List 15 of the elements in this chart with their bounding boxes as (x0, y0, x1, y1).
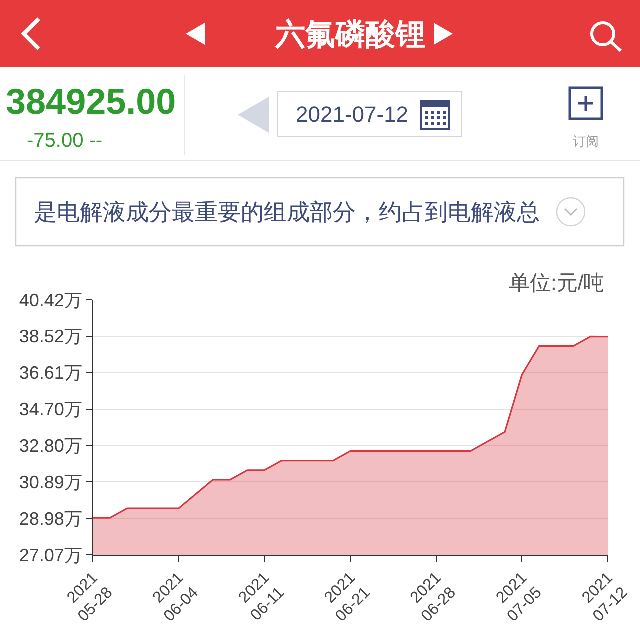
text: 384925.00 (6, 81, 176, 122)
y-axis-title: 单位:元/吨 (509, 272, 605, 295)
y-tick-label: 38.52万 (19, 326, 82, 347)
y-tick-label: 40.42万 (19, 290, 82, 310)
text: -75.00 -- (27, 130, 103, 152)
y-tick-label: 32.80万 (19, 436, 82, 456)
y-tick-label: 30.89万 (19, 472, 82, 492)
chart-title: 六氟磷酸锂 (274, 18, 426, 52)
y-tick-label: 28.98万 (19, 508, 82, 529)
text: 订阅 (573, 134, 599, 149)
y-tick-label: 27.07万 (19, 545, 82, 566)
y-tick-label: 36.61万 (19, 363, 82, 384)
text: 2021-07-12 (296, 102, 409, 127)
text: 是电解液成分最重要的组成部分，约占到电解液总 (34, 199, 540, 225)
y-tick-label: 34.70万 (19, 400, 82, 420)
